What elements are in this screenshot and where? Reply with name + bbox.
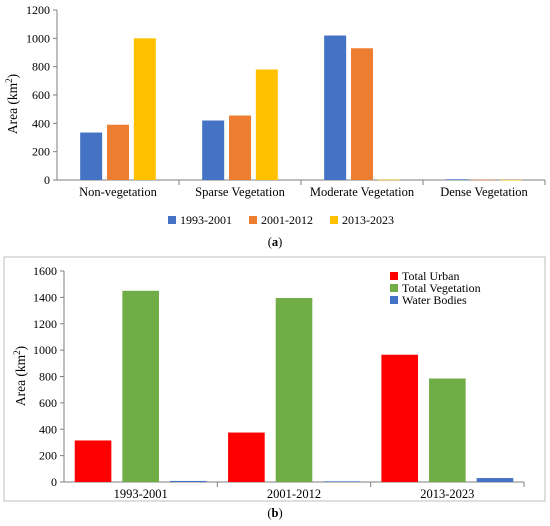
bar-1993-2001 [80, 132, 103, 180]
y-tick-label: 800 [39, 370, 57, 384]
y-tick-label: 600 [39, 396, 57, 410]
panel-label-a-letter: a [272, 235, 279, 249]
x-tick-label: Sparse Vegetation [195, 185, 285, 199]
bar-1993-2001 [324, 35, 347, 180]
y-axis-title-a: Area (km2) [4, 74, 20, 134]
bar-1993-2001 [446, 179, 469, 180]
panel-label-a-open: ( [268, 235, 272, 249]
bar-2013-2023 [133, 38, 156, 181]
bar-2001-2012 [107, 124, 129, 180]
legend-swatch [390, 296, 398, 304]
legend-label: Total Vegetation [402, 281, 481, 295]
bar-water-bodies [476, 478, 514, 482]
y-tick-label: 400 [39, 422, 57, 436]
bar-total-vegetation [429, 378, 466, 482]
x-tick-label: Dense Vegetation [440, 185, 528, 199]
y-tick-label: 400 [32, 116, 50, 130]
x-tick-label: Non-vegetation [79, 185, 158, 199]
y-axis-title-b-sup: 2 [12, 350, 22, 355]
x-tick-label: 1993-2001 [114, 487, 168, 501]
legend-label: Total Urban [402, 269, 459, 283]
x-tick-label: 2013-2023 [420, 487, 474, 501]
y-tick-label: 800 [32, 60, 50, 74]
y-axis-title-a-sup: 2 [4, 78, 14, 83]
y-tick-label: 200 [32, 145, 50, 159]
bar-1993-2001 [202, 120, 225, 180]
panel-label-a: (a) [268, 235, 283, 249]
legend-swatch [249, 216, 257, 224]
y-axis-title-a-close: ) [5, 74, 20, 79]
panel-label-b-open: ( [267, 506, 271, 520]
bar-total-vegetation [275, 298, 313, 482]
y-axis-title-a-main: Area (km [5, 82, 20, 134]
y-tick-label: 1200 [26, 3, 50, 17]
bar-total-vegetation [122, 290, 159, 482]
y-axis-title-b: Area (km2) [12, 346, 28, 406]
panel-label-b-letter: b [272, 506, 279, 520]
panel-label-b: (b) [267, 506, 282, 520]
y-tick-label: 1000 [33, 343, 57, 357]
bar-total-urban [74, 440, 112, 482]
legend-label: 2001-2012 [261, 213, 313, 227]
y-axis-title-b-close: ) [13, 346, 28, 351]
chart-panel-a: Area (km2) (a) 0 200 400 600 800 1000 1200 Non-… [4, 3, 546, 249]
y-tick-label: 0 [44, 173, 50, 187]
bar-2001-2012 [351, 48, 373, 180]
bar-2001-2012 [229, 115, 251, 180]
chart-b-frame [3, 256, 546, 502]
y-tick-label: 1600 [33, 264, 57, 278]
y-tick-label: 0 [51, 475, 57, 489]
legend-swatch [168, 216, 176, 224]
legend-swatch [390, 272, 398, 280]
chart-panel-b: Area (km2) (b) 0 200 400 600 800 1000 1200 1400… [3, 256, 546, 520]
bar-2013-2023 [499, 179, 522, 181]
x-tick-label: 2001-2012 [267, 487, 321, 501]
y-tick-label: 1200 [33, 317, 57, 331]
panel-label-b-close: ) [278, 506, 282, 520]
bar-water-bodies [323, 481, 360, 482]
legend-label: 2013-2023 [342, 213, 394, 227]
panel-label-a-close: ) [278, 235, 282, 249]
legend-swatch [390, 284, 398, 292]
legend-swatch [330, 216, 338, 224]
legend-label: Water Bodies [402, 293, 467, 307]
bar-2013-2023 [255, 69, 278, 180]
legend-label: 1993-2001 [180, 213, 232, 227]
bar-total-urban [228, 432, 265, 482]
y-tick-label: 200 [39, 449, 57, 463]
x-tick-label: Moderate Vegetation [310, 185, 415, 199]
y-tick-label: 1400 [33, 290, 57, 304]
bar-water-bodies [169, 480, 207, 482]
y-axis-title-b-main: Area (km [13, 354, 28, 406]
bar-total-urban [381, 354, 419, 482]
bar-2013-2023 [377, 179, 400, 181]
y-tick-label: 600 [32, 88, 50, 102]
bar-2001-2012 [473, 179, 495, 181]
y-tick-label: 1000 [26, 31, 50, 45]
